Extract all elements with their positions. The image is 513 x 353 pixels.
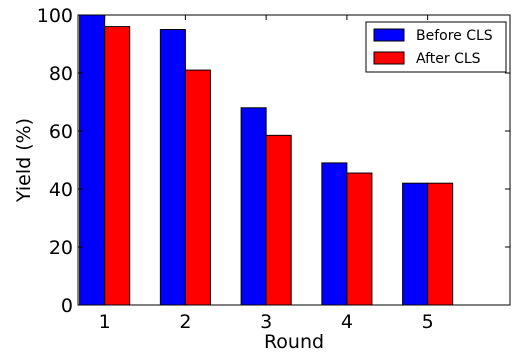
y-tick-label: 60 [49,121,73,143]
x-axis: 1 2 3 4 5 [99,15,434,333]
y-axis-title: Yield (%) [13,118,35,203]
x-tick-label: 4 [341,311,353,333]
x-axis-title: Round [264,331,324,353]
bar-before-cls-round-2 [159,29,186,306]
bar-after-cls-round-5 [427,182,454,306]
bar-before-cls-round-1 [79,14,106,306]
x-tick-label: 3 [260,311,272,333]
bar-before-cls-round-5 [402,182,429,306]
y-tick-label: 40 [49,179,73,201]
y-tick-label: 80 [49,63,73,85]
legend: Before CLS After CLS [365,21,507,73]
legend-swatch-after-cls [373,51,405,65]
bar-before-cls-round-4 [321,162,348,306]
y-tick-label: 0 [61,295,73,317]
bar-before-cls-round-3 [240,107,267,306]
bar-after-cls-round-1 [104,26,131,306]
y-tick-label: 100 [37,5,73,27]
legend-swatch-before-cls [373,28,405,42]
x-tick-label: 2 [179,311,191,333]
y-axis: 0 20 40 60 80 100 [37,5,510,317]
bar-after-cls-round-4 [346,172,373,306]
legend-label-after-cls: After CLS [416,51,481,67]
bar-after-cls-round-3 [265,134,292,306]
y-tick-label: 20 [49,237,73,259]
legend-label-before-cls: Before CLS [416,28,493,44]
bar-after-cls-round-2 [184,69,211,306]
x-tick-label: 5 [422,311,434,333]
plot-frame [77,14,511,306]
x-tick-label: 1 [99,311,111,333]
bars-layer [79,14,454,306]
